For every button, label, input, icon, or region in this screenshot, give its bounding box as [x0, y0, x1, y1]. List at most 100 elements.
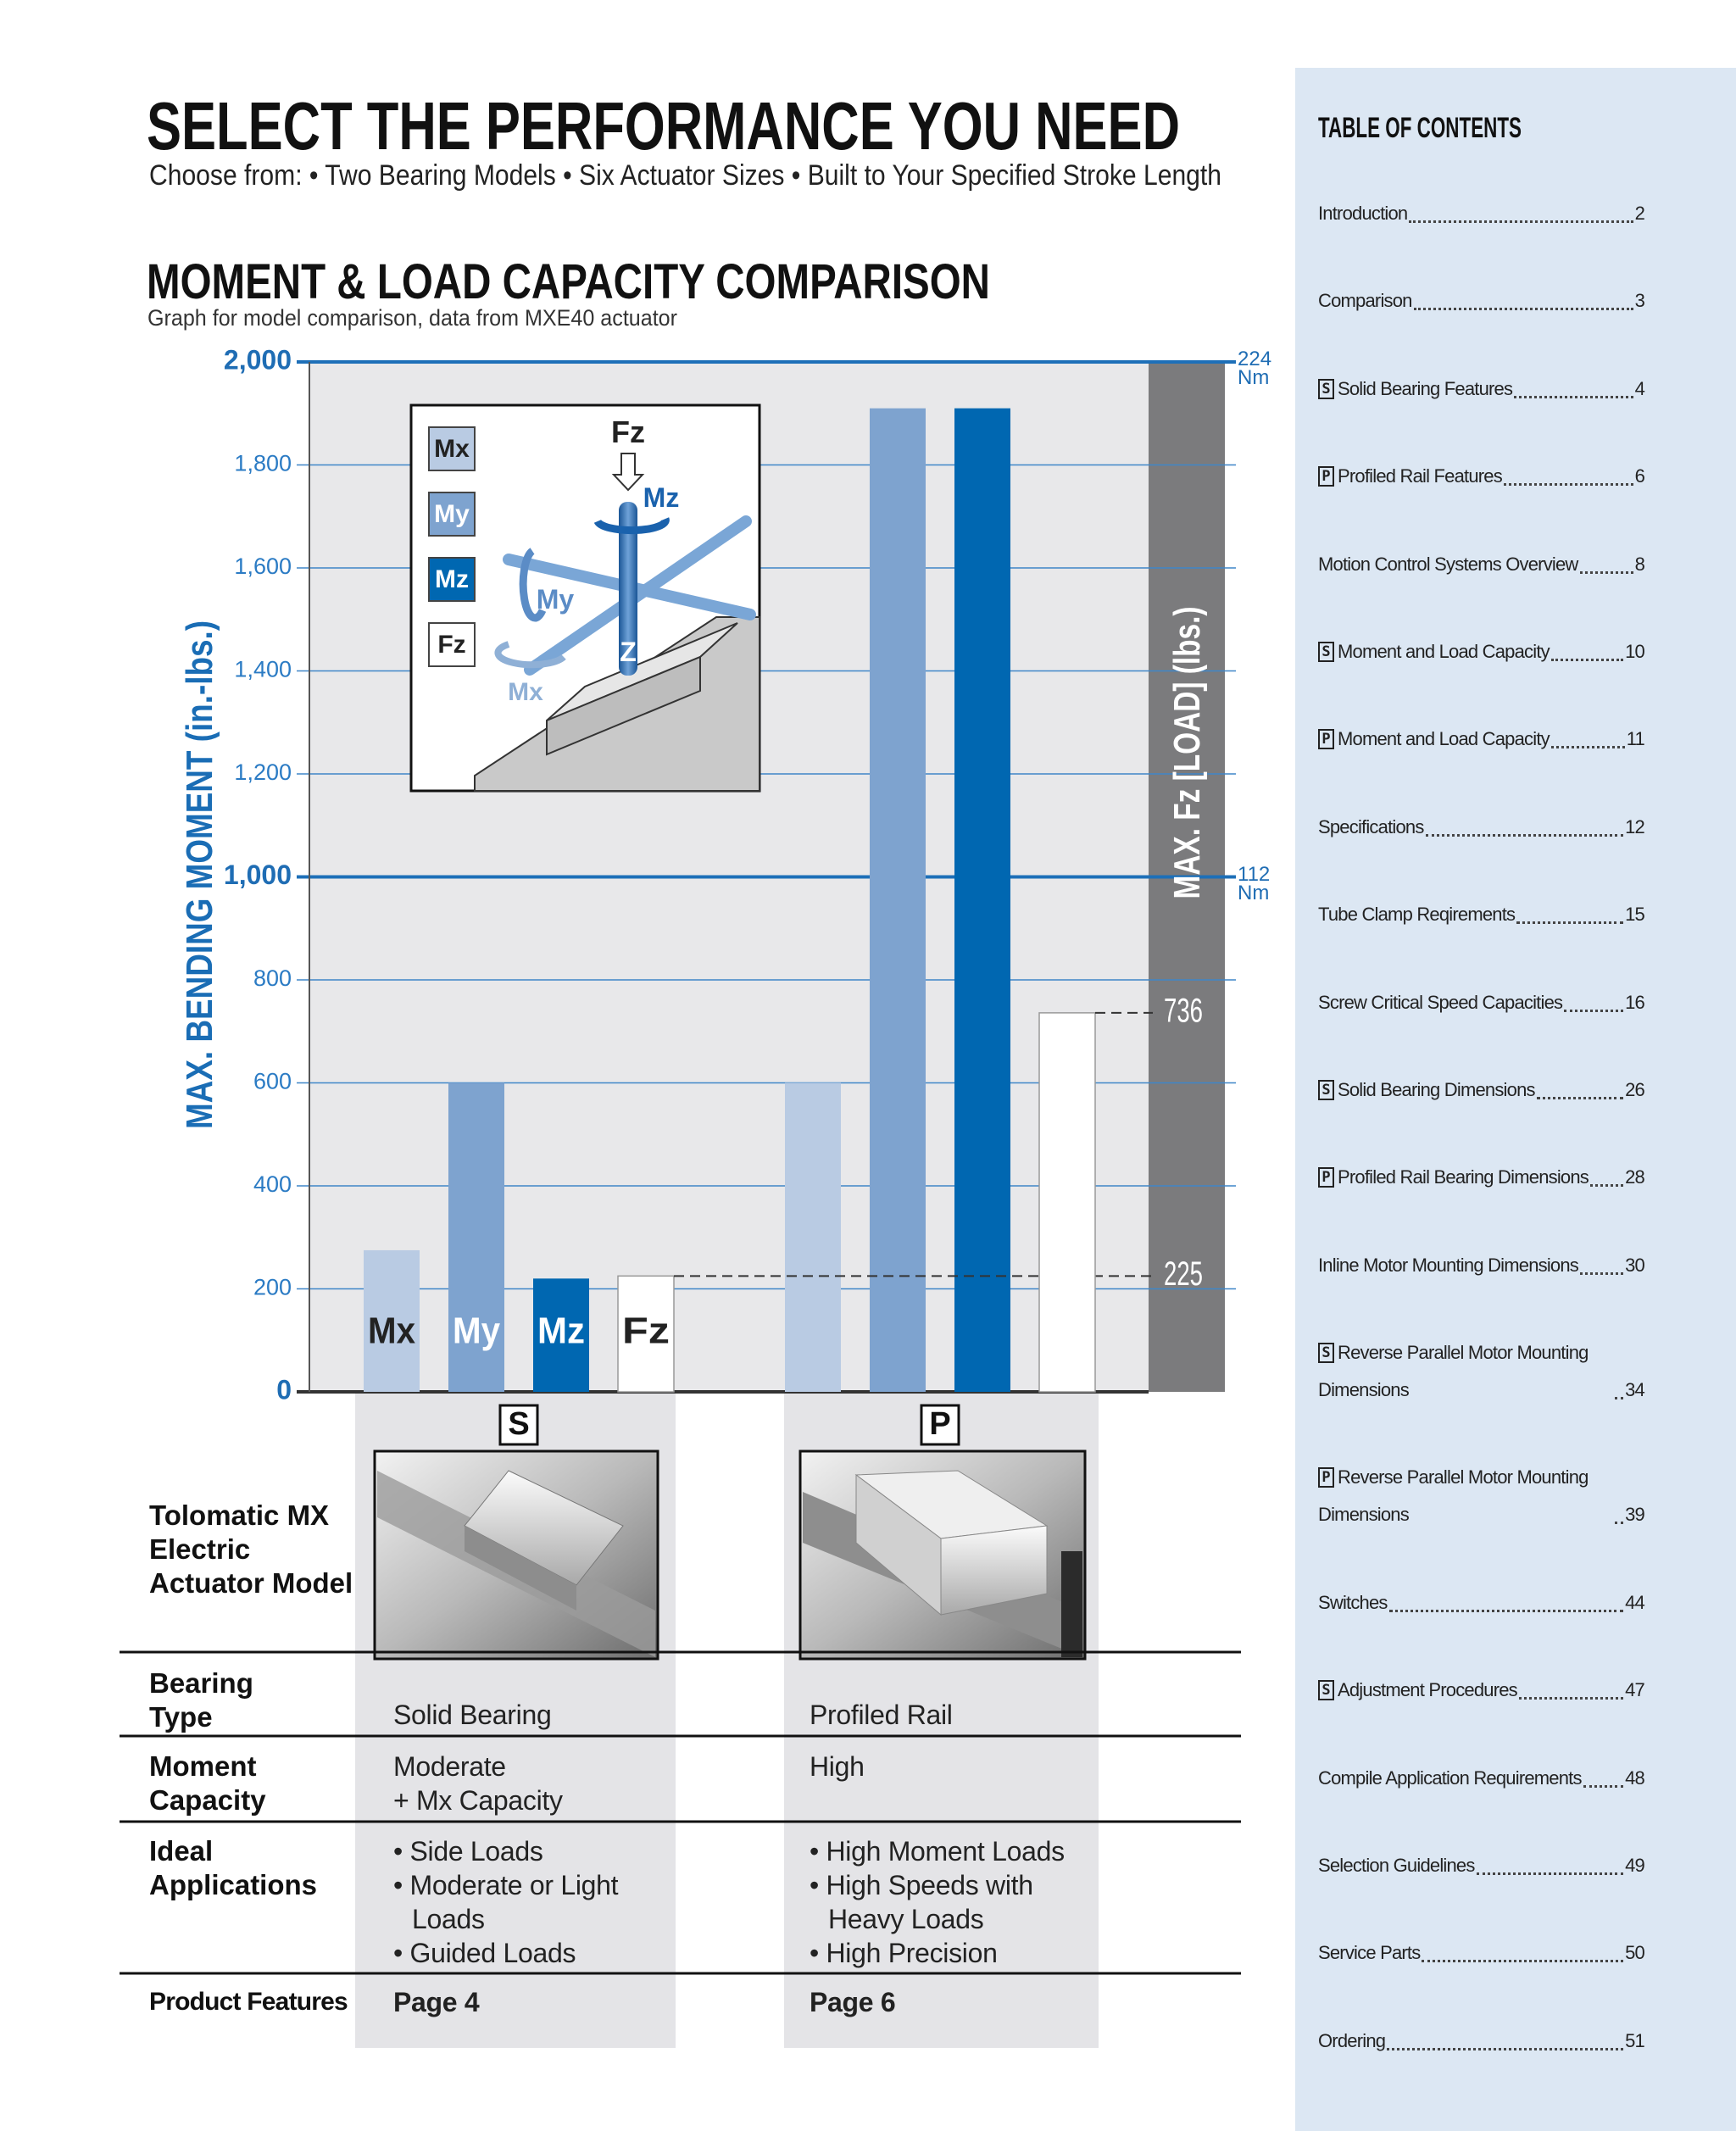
legend-label: Fz: [437, 631, 465, 659]
toc-label: Profiled Rail Features: [1338, 465, 1503, 487]
toc-icon: P: [1318, 1467, 1334, 1488]
toc-icon: P: [1318, 1167, 1334, 1188]
cell-line: • High Moment Loads: [810, 1836, 1065, 1867]
axis-rod: [524, 515, 752, 676]
toc-label: Inline Motor Mounting Dimensions: [1318, 1254, 1579, 1276]
legend-swatch: [428, 622, 476, 667]
legend-label: Mz: [435, 565, 469, 593]
toc-label: Selection Guidelines: [1318, 1855, 1475, 1877]
table-header-label: Tolomatic MX Electric Actuator Model: [149, 1499, 353, 1599]
legend-swatch: [428, 557, 476, 602]
bar: [954, 408, 1010, 1392]
toc-leader: [1583, 1784, 1624, 1788]
table-cell: Solid Bearing: [393, 1700, 552, 1730]
toc-text: S Solid Bearing Features: [1318, 370, 1513, 408]
toc-label: Comparison: [1318, 290, 1412, 312]
product-photo: [373, 1449, 659, 1661]
category-box: [920, 1404, 960, 1446]
toc-entry: Motion Control Systems Overview 8: [1318, 546, 1645, 583]
toc-page: 47: [1625, 1679, 1645, 1701]
bar-series-label: Fz: [622, 1310, 670, 1352]
toc-leader: [1536, 1096, 1624, 1099]
toc-entry: Comparison 3: [1318, 282, 1645, 320]
chart-title: MOMENT & LOAD CAPACITY COMPARISON: [147, 254, 990, 309]
toc-icon: S: [1318, 641, 1334, 662]
toc-leader: [1516, 921, 1624, 925]
bar-series-label: My: [453, 1310, 500, 1352]
toc-entry: Switches 44: [1318, 1584, 1645, 1622]
bar: [617, 1275, 675, 1393]
y-tick-label: 0: [276, 1374, 292, 1405]
toc-entry: S Solid Bearing Dimensions 26: [1318, 1071, 1645, 1109]
toc-entry: P Reverse Parallel Motor Mounting Dimensi…: [1318, 1459, 1645, 1533]
band-title: MAX. Fz [LOAD] (lbs.): [1166, 607, 1208, 899]
toc-leader: [1388, 1609, 1624, 1612]
legend-swatch: [428, 426, 476, 471]
toc-title: TABLE OF CONTENTS: [1318, 112, 1522, 144]
y-tick-label: 1,000: [224, 860, 292, 890]
toc-page: 15: [1625, 904, 1645, 926]
photo-carriage: [465, 1526, 576, 1611]
table-rules: [120, 1650, 1241, 1975]
toc-page: 11: [1626, 728, 1645, 750]
y-tick-label: 600: [253, 1069, 292, 1094]
toc-entry: S Reverse Parallel Motor Mounting Dimensi…: [1318, 1334, 1645, 1409]
cell-line: • Guided Loads: [393, 1938, 576, 1968]
toc-entry: Ordering 51: [1318, 2023, 1645, 2060]
toc-text: S Moment and Load Capacity: [1318, 633, 1550, 670]
toc-icon: S: [1318, 378, 1334, 399]
toc-leader: [1514, 395, 1633, 398]
legend-label: My: [434, 500, 470, 528]
legend-swatch: [428, 492, 476, 537]
toc-text: Screw Critical Speed Capacities: [1318, 984, 1563, 1021]
toc-label: Tube Clamp Reqirements: [1318, 904, 1516, 926]
toc-page: 26: [1625, 1078, 1645, 1100]
toc-text: Specifications: [1318, 809, 1424, 846]
toc-leader: [1615, 1397, 1624, 1400]
toc-entry: Compile Application Requirements 48: [1318, 1760, 1645, 1797]
toc-entry: Inline Motor Mounting Dimensions 30: [1318, 1247, 1645, 1284]
cell-line: + Mx Capacity: [393, 1785, 563, 1816]
y2-tick-label: 224 Nm: [1238, 348, 1272, 389]
row-label: Moment Capacity: [149, 1750, 266, 1816]
toc-entry: Screw Critical Speed Capacities 16: [1318, 984, 1645, 1021]
toc-leader: [1503, 483, 1633, 487]
y-tick-label: 1,800: [234, 451, 292, 476]
toc-page: 49: [1625, 1855, 1645, 1877]
toc-icon: S: [1318, 1680, 1334, 1701]
row-label: Bearing Type: [149, 1667, 253, 1733]
carriage-side: [546, 655, 701, 756]
toc-label: Moment and Load Capacity: [1338, 640, 1550, 662]
toc-page: 30: [1625, 1254, 1645, 1276]
bar: [785, 1082, 841, 1392]
y-tick-label: 2,000: [224, 344, 292, 375]
table-cell: Page 4: [393, 1987, 480, 2017]
toc-entry: Service Parts 50: [1318, 1934, 1645, 1972]
table-cell: Moderate + Mx Capacity: [393, 1750, 673, 1817]
cell-line: • Side Loads: [393, 1836, 543, 1867]
table-cell: High: [810, 1751, 865, 1782]
bar: [448, 1082, 504, 1392]
toc-entry: Tube Clamp Reqirements 15: [1318, 896, 1645, 933]
table-of-contents: Introduction 2 Comparison 3 S Solid Bearing F…: [1318, 195, 1645, 2060]
toc-label: Moment and Load Capacity: [1338, 728, 1550, 750]
toc-page: 39: [1625, 1504, 1645, 1526]
bar: [364, 1249, 420, 1392]
toc-text: Service Parts: [1318, 1934, 1421, 1972]
mz-arrow: [593, 517, 670, 535]
toc-leader: [1550, 746, 1625, 749]
toc-label: Introduction: [1318, 203, 1408, 224]
toc-label: Adjustment Procedures: [1338, 1679, 1518, 1701]
toc-leader: [1476, 1872, 1624, 1876]
toc-entry: P Profiled Rail Bearing Dimensions 28: [1318, 1159, 1645, 1196]
toc-leader: [1422, 1960, 1624, 1963]
toc-leader: [1590, 1184, 1624, 1188]
toc-page: 48: [1625, 1767, 1645, 1789]
table-cell: • Side Loads • Moderate or Light Loads • G…: [393, 1834, 673, 1970]
toc-icon: S: [1318, 1343, 1334, 1364]
toc-page: 44: [1625, 1591, 1645, 1613]
toc-text: S Reverse Parallel Motor Mounting Dimensi…: [1318, 1334, 1613, 1409]
table-cell: Profiled Rail: [810, 1700, 953, 1730]
toc-label: Motion Control Systems Overview: [1318, 553, 1578, 575]
toc-label: Compile Application Requirements: [1318, 1767, 1582, 1789]
